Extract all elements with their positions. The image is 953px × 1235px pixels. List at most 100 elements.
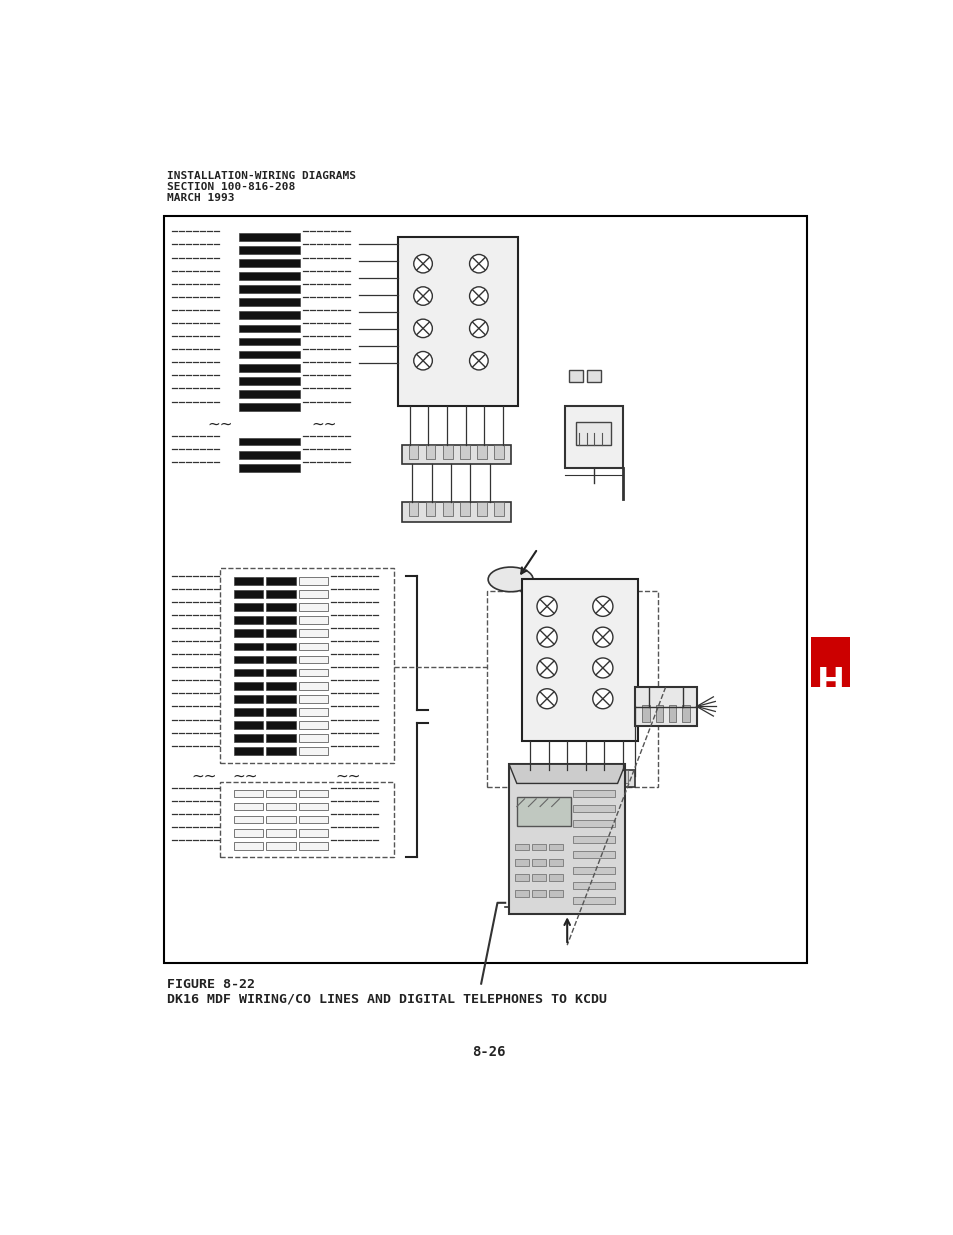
Text: 8-26: 8-26	[472, 1045, 505, 1060]
Circle shape	[592, 658, 612, 678]
Bar	[509, 764, 624, 914]
Bar	[266, 695, 295, 703]
Bar	[476, 503, 486, 516]
Circle shape	[414, 254, 432, 273]
Bar	[298, 695, 328, 703]
Bar	[532, 889, 546, 897]
Text: ~~: ~~	[207, 416, 233, 431]
Bar	[239, 437, 299, 446]
Bar	[266, 577, 295, 585]
Bar	[298, 577, 328, 585]
Circle shape	[414, 319, 432, 337]
Bar	[572, 836, 615, 842]
Circle shape	[469, 287, 488, 305]
Bar	[576, 421, 611, 445]
Circle shape	[592, 597, 612, 616]
Bar	[233, 577, 263, 585]
Bar	[572, 820, 615, 827]
Bar	[601, 771, 611, 783]
Text: FIGURE 8-22: FIGURE 8-22	[167, 978, 255, 992]
Bar	[266, 630, 295, 637]
Bar	[517, 797, 571, 826]
Text: MARCH 1993: MARCH 1993	[167, 193, 234, 203]
Bar	[443, 503, 452, 516]
Bar	[239, 246, 299, 253]
Bar	[298, 789, 328, 798]
Bar	[409, 503, 418, 516]
Bar	[233, 789, 263, 798]
Text: INSTALLATION-WIRING DIAGRAMS: INSTALLATION-WIRING DIAGRAMS	[167, 172, 355, 182]
Bar	[476, 445, 486, 458]
Bar	[239, 390, 299, 398]
Bar	[239, 325, 299, 332]
Bar	[233, 616, 263, 624]
Bar	[810, 637, 849, 687]
Bar	[298, 630, 328, 637]
Bar	[549, 858, 562, 866]
Bar	[239, 351, 299, 358]
Text: ~~: ~~	[312, 416, 337, 431]
Bar	[572, 851, 615, 858]
Bar	[266, 721, 295, 729]
Bar	[584, 771, 594, 783]
Bar	[443, 445, 452, 458]
Bar	[233, 695, 263, 703]
Text: ~~: ~~	[233, 768, 258, 783]
Bar	[534, 771, 542, 783]
Circle shape	[414, 352, 432, 370]
Bar	[233, 829, 263, 836]
Bar	[266, 682, 295, 689]
Bar	[572, 898, 615, 904]
Text: DK16 MDF WIRING/CO LINES AND DIGITAL TELEPHONES TO KCDU: DK16 MDF WIRING/CO LINES AND DIGITAL TEL…	[167, 992, 607, 1005]
Bar	[298, 747, 328, 755]
Bar	[586, 370, 599, 382]
Bar	[550, 771, 559, 783]
Bar	[634, 687, 696, 726]
Bar	[266, 789, 295, 798]
Ellipse shape	[488, 567, 533, 592]
Bar	[233, 590, 263, 598]
Bar	[397, 237, 517, 406]
Bar	[572, 867, 615, 873]
Bar	[655, 705, 662, 721]
Bar	[239, 259, 299, 267]
Bar	[233, 630, 263, 637]
Bar	[564, 406, 622, 468]
Bar	[298, 816, 328, 824]
Bar	[567, 771, 577, 783]
Bar	[239, 464, 299, 472]
Bar	[266, 829, 295, 836]
Bar	[298, 668, 328, 677]
Bar	[239, 311, 299, 319]
Bar	[494, 503, 503, 516]
Bar	[266, 734, 295, 742]
Bar	[239, 285, 299, 293]
Bar	[572, 882, 615, 889]
Bar	[572, 805, 615, 811]
Bar	[220, 568, 394, 763]
Bar	[549, 844, 562, 851]
Circle shape	[592, 689, 612, 709]
Bar	[532, 858, 546, 866]
Bar	[459, 503, 469, 516]
Bar	[402, 445, 510, 464]
Circle shape	[592, 627, 612, 647]
Bar	[298, 603, 328, 611]
Circle shape	[469, 319, 488, 337]
Bar	[239, 451, 299, 458]
Bar	[515, 874, 529, 882]
Bar	[298, 829, 328, 836]
Bar	[298, 721, 328, 729]
Bar	[233, 603, 263, 611]
Bar	[239, 299, 299, 306]
Bar	[549, 874, 562, 882]
Bar	[233, 734, 263, 742]
Bar	[668, 705, 676, 721]
Bar	[681, 705, 689, 721]
Bar	[233, 747, 263, 755]
Circle shape	[469, 352, 488, 370]
Bar	[239, 403, 299, 411]
Bar	[233, 842, 263, 850]
Bar	[239, 364, 299, 372]
Bar	[298, 734, 328, 742]
